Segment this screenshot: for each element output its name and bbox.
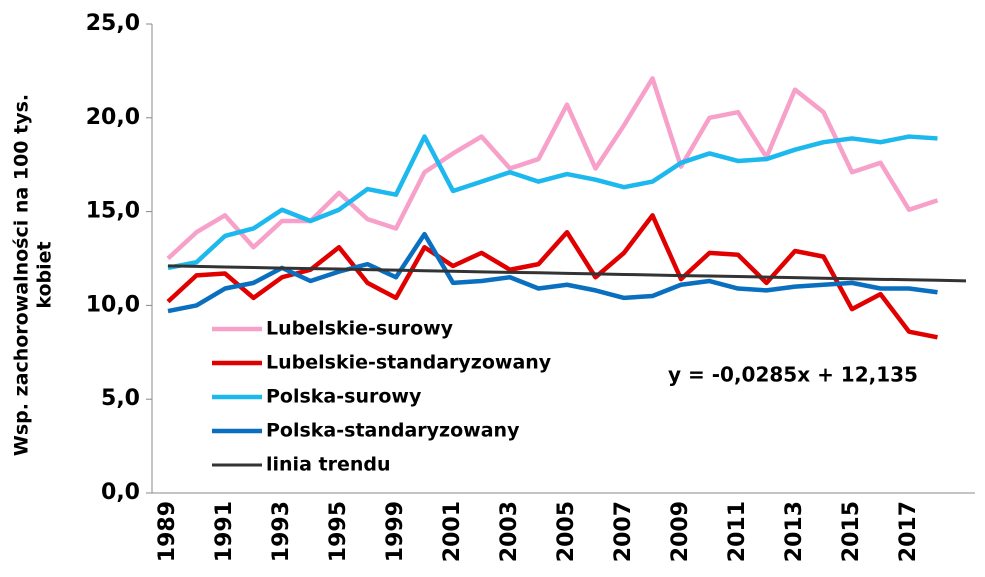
legend-box	[190, 312, 640, 482]
x-tick-label: 2005	[554, 501, 579, 562]
y-axis-label: Wsp. zachorowalności na 100 tys.	[11, 94, 33, 456]
x-tick-label: 2017	[896, 501, 921, 562]
legend-label: Lubelskie-surowy	[266, 318, 454, 340]
legend-label: Polska-standaryzowany	[266, 420, 520, 442]
x-tick-label: 2011	[725, 501, 750, 562]
series-line	[167, 264, 967, 283]
trend-equation: y = -0,0285x + 12,135	[668, 363, 918, 387]
series-line	[167, 134, 938, 271]
x-tick-label: 1989	[155, 501, 180, 562]
y-tick-label: 20,0	[86, 105, 140, 130]
y-tick-label: 25,0	[86, 11, 140, 36]
x-tick-label: 2007	[611, 501, 636, 562]
x-tick-label: 1991	[212, 501, 237, 562]
legend-label: linia trendu	[266, 454, 391, 476]
x-tick-label: 2003	[497, 501, 522, 562]
series-line	[167, 231, 938, 314]
y-tick-label: 0,0	[101, 480, 140, 505]
legend-label: Polska-surowy	[266, 386, 422, 408]
x-tick-label: 1995	[326, 501, 351, 562]
y-tick-label: 10,0	[86, 292, 140, 317]
y-axis-label: kobiet	[34, 241, 56, 308]
x-tick-label: 1999	[383, 501, 408, 562]
y-tick-label: 5,0	[101, 386, 140, 411]
x-tick-label: 2001	[440, 501, 465, 562]
y-tick-label: 15,0	[86, 199, 140, 224]
series-line	[166, 76, 939, 261]
legend-label: Lubelskie-standaryzowany	[266, 352, 552, 374]
x-tick-label: 2013	[782, 501, 807, 562]
x-tick-label: 1993	[269, 501, 294, 562]
x-tick-label: 2015	[839, 501, 864, 562]
x-tick-label: 2009	[668, 501, 693, 562]
